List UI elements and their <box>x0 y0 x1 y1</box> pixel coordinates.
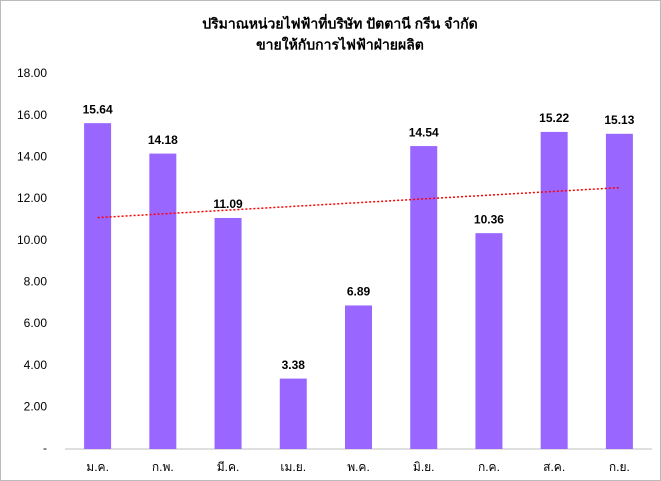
x-tick-label: ส.ค. <box>543 460 565 474</box>
value-label: 3.38 <box>282 358 306 372</box>
value-label: 15.64 <box>83 102 113 116</box>
x-tick-label: มิ.ย. <box>413 460 435 474</box>
value-label: 15.22 <box>539 111 569 125</box>
bar <box>149 153 177 450</box>
value-label: 14.54 <box>409 125 439 139</box>
x-tick-label: ก.ย. <box>609 460 630 474</box>
bar <box>540 131 568 449</box>
x-tick-label: ก.ค. <box>478 460 500 474</box>
y-tick-label: 18.00 <box>17 66 47 80</box>
y-tick-label: 2.00 <box>24 400 48 414</box>
y-tick-label: 16.00 <box>17 108 47 122</box>
x-tick-label: ก.พ. <box>152 460 174 474</box>
bar <box>410 146 438 450</box>
y-tick-label: 8.00 <box>24 275 48 289</box>
y-tick-label: - <box>43 441 47 455</box>
value-label: 10.36 <box>474 212 504 226</box>
bar <box>84 123 112 450</box>
x-tick-label: ม.ค. <box>86 460 109 474</box>
chart-title: ปริมาณหน่วยไฟฟ้าที่บริษัท ปัตตานี กรีน จ… <box>202 14 478 32</box>
y-tick-label: 6.00 <box>24 316 48 330</box>
x-tick-label: เม.ย. <box>280 460 306 474</box>
trendline <box>97 186 620 219</box>
value-label: 15.13 <box>604 113 634 127</box>
x-tick-label: พ.ค. <box>347 460 370 474</box>
value-label: 11.09 <box>213 197 243 211</box>
bar <box>605 133 633 449</box>
y-tick-label: 12.00 <box>17 191 47 205</box>
value-label: 14.18 <box>148 133 178 147</box>
bar <box>279 378 307 449</box>
chart-title: ขายให้กับการไฟฟ้าฝ่ายผลิต <box>256 36 424 53</box>
bar <box>214 217 242 449</box>
value-label: 6.89 <box>347 285 371 299</box>
y-tick-label: 10.00 <box>17 233 47 247</box>
y-tick-label: 4.00 <box>24 358 48 372</box>
bar <box>345 305 372 449</box>
bar <box>475 233 503 449</box>
x-tick-label: มี.ค. <box>217 460 240 474</box>
y-tick-label: 14.00 <box>17 150 47 164</box>
